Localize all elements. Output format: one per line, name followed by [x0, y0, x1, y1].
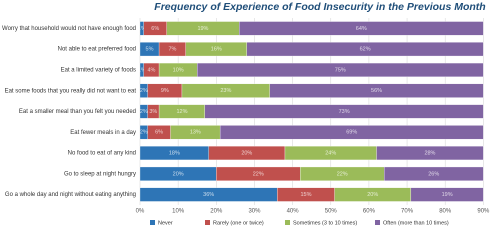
legend-label: Rarely (one or twice)	[213, 220, 264, 226]
value-label: 73%	[339, 109, 350, 115]
value-label: 23%	[220, 88, 231, 94]
legend-swatch	[205, 220, 210, 225]
x-tick-label: 90%	[477, 209, 490, 215]
x-tick-label: 40%	[287, 209, 300, 215]
value-label: 64%	[356, 26, 367, 32]
bar-segment	[197, 62, 484, 77]
legend-label: Often (more than 10 times)	[383, 220, 449, 226]
value-label: 5%	[146, 47, 154, 53]
value-label: 19%	[197, 26, 208, 32]
legend-swatch	[285, 220, 290, 225]
value-label: 12%	[176, 109, 187, 115]
bar-segment	[376, 146, 484, 161]
bar-segment	[384, 166, 484, 181]
legend-label: Sometimes (3 to 10 times)	[293, 220, 357, 226]
legend-swatch	[375, 220, 380, 225]
value-label: 22%	[253, 171, 264, 177]
value-label: 7%	[168, 47, 176, 53]
value-label: 22%	[337, 171, 348, 177]
chart-title: Frequency of Experience of Food Insecuri…	[154, 1, 485, 13]
value-label: 62%	[360, 47, 371, 53]
y-tick-label: Go to sleep at night hungry	[64, 171, 136, 177]
value-label: 9%	[161, 88, 169, 94]
x-tick-label: 60%	[363, 209, 376, 215]
value-label: 20%	[173, 171, 184, 177]
y-tick-label: No food to eat of any kind	[68, 151, 136, 157]
value-label: 28%	[424, 151, 435, 157]
x-tick-label: 20%	[210, 209, 223, 215]
value-label: 1%	[138, 26, 146, 32]
value-label: 15%	[300, 192, 311, 198]
bar-segment	[204, 104, 484, 119]
value-label: 20%	[241, 151, 252, 157]
value-label: 24%	[325, 151, 336, 157]
value-label: 4%	[147, 67, 155, 73]
chart: Frequency of Experience of Food Insecuri…	[2, 1, 490, 227]
y-tick-label: Eat fewer meals in a day	[70, 130, 136, 136]
legend-swatch	[150, 220, 155, 225]
x-tick-label: 0%	[136, 209, 145, 215]
bar-segment	[239, 21, 484, 36]
value-label: 56%	[371, 88, 382, 94]
value-label: 19%	[442, 192, 453, 198]
y-tick-label: Eat a smaller meal than you felt you nee…	[19, 109, 136, 115]
value-label: 10%	[173, 67, 184, 73]
value-label: 6%	[155, 130, 163, 136]
bar-segment	[410, 187, 484, 202]
value-label: 6%	[151, 26, 159, 32]
value-label: 26%	[428, 171, 439, 177]
x-tick-label: 80%	[439, 209, 452, 215]
y-tick-label: Not able to eat preferred food	[58, 47, 136, 53]
x-tick-label: 30%	[248, 209, 261, 215]
value-label: 75%	[335, 67, 346, 73]
legend-label: Never	[158, 220, 173, 226]
x-tick-label: 10%	[172, 209, 185, 215]
bar-segment	[246, 42, 484, 57]
y-tick-label: Eat a limited variety of foods	[61, 68, 136, 74]
bar-segment	[269, 83, 484, 98]
value-label: 36%	[203, 192, 214, 198]
value-label: 18%	[169, 151, 180, 157]
value-label: 2%	[140, 130, 148, 136]
value-label: 2%	[140, 88, 148, 94]
y-tick-label: Go a whole day and night without eating …	[5, 192, 136, 198]
bar-segment	[219, 125, 484, 140]
y-tick-label: Eat some foods that you really did not w…	[5, 88, 137, 94]
x-tick-label: 70%	[401, 209, 414, 215]
value-label: 69%	[346, 130, 357, 136]
value-label: 16%	[211, 47, 222, 53]
y-tick-label: Worry that household would not have enou…	[2, 26, 136, 32]
value-label: 20%	[367, 192, 378, 198]
value-label: 2%	[140, 109, 148, 115]
value-label: 1%	[138, 67, 146, 73]
value-label: 13%	[190, 130, 201, 136]
x-tick-label: 50%	[325, 209, 338, 215]
value-label: 3%	[149, 109, 157, 115]
